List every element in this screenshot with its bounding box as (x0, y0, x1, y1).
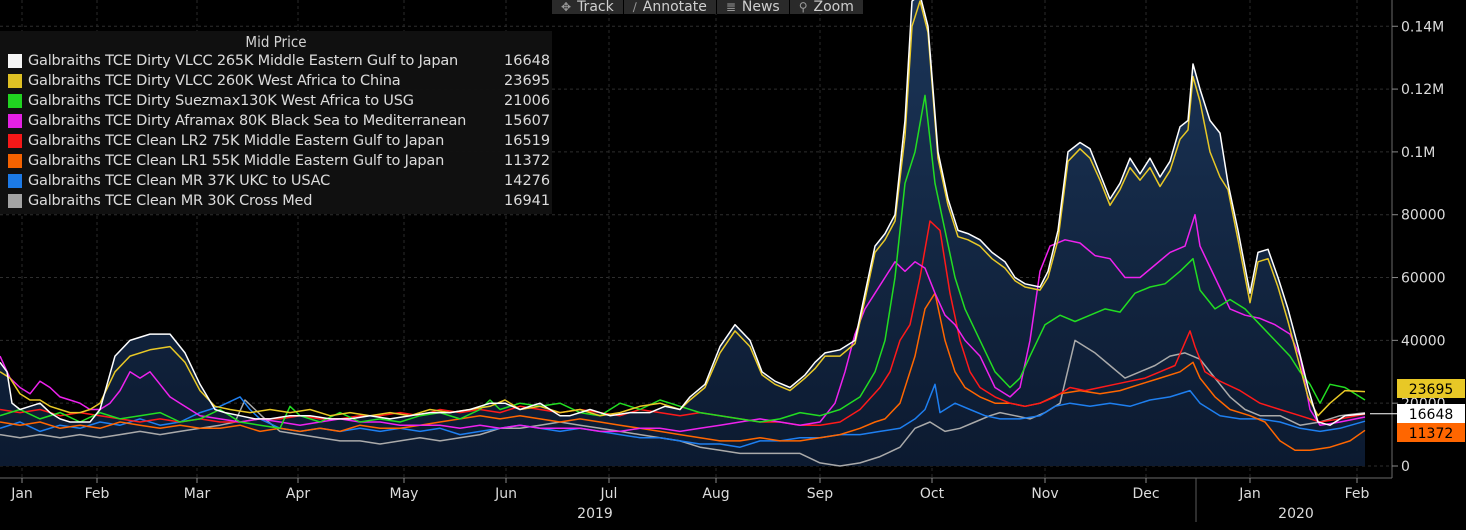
series-lines (0, 0, 1366, 467)
legend-series-value: 16941 (504, 193, 551, 209)
magnifier-icon: ⚲ (798, 0, 808, 14)
x-tick-label: May (390, 486, 419, 502)
legend-series-value: 21006 (504, 93, 551, 109)
legend-series-name: Galbraiths TCE Dirty Aframax 80K Black S… (28, 113, 467, 129)
legend-series-name: Galbraiths TCE Clean MR 30K Cross Med (28, 193, 313, 209)
pencil-icon: ∕ (632, 0, 637, 14)
x-tick-label: Nov (1031, 486, 1058, 502)
legend-swatch (8, 194, 22, 208)
zoom-button[interactable]: ⚲ Zoom (789, 0, 864, 15)
x-tick-label: Oct (920, 486, 945, 502)
last-value-labels: 23695 16648 11372 (1370, 379, 1465, 442)
legend-item: Galbraiths TCE Clean MR 37K UKC to USAC 1… (8, 171, 551, 191)
y-tick-label: 60000 (1401, 271, 1446, 287)
y-tick-label: 0.1M (1401, 145, 1435, 161)
x-tick-label: Feb (1345, 486, 1370, 502)
legend-series-value: 23695 (504, 73, 551, 89)
annotate-label: Annotate (642, 0, 707, 15)
last-value-text: 11372 (1409, 426, 1454, 442)
series-line-1 (0, 0, 1366, 426)
news-button[interactable]: ≣ News (716, 0, 790, 15)
x-tick-label: Jan (10, 486, 33, 502)
series-line-8 (0, 339, 1366, 467)
legend-title: Mid Price (245, 33, 307, 51)
legend-series-name: Galbraiths TCE Dirty VLCC 265K Middle Ea… (28, 53, 459, 69)
legend-item: Galbraiths TCE Dirty VLCC 265K Middle Ea… (8, 51, 551, 71)
legend-item: Galbraiths TCE Clean MR 30K Cross Med 169… (8, 191, 551, 211)
series-line-3 (0, 94, 1366, 430)
last-value-tag (1397, 379, 1465, 398)
chart-toolbar: ✥ Track ∕ Annotate ≣ News ⚲ Zoom (552, 0, 864, 14)
series-line-2 (0, 0, 1366, 417)
x-tick-label: Sep (807, 486, 834, 502)
last-value-tag (1397, 423, 1465, 442)
last-value-text: 16648 (1409, 407, 1454, 423)
legend-series-value: 14276 (504, 173, 551, 189)
legend-swatch (8, 154, 22, 168)
x-tick-label: Jun (494, 486, 517, 502)
x-year-label-2020: 2020 (1278, 506, 1314, 522)
x-tick-label: Aug (702, 486, 729, 502)
legend-swatch (8, 134, 22, 148)
last-value-tag (1397, 404, 1465, 423)
legend-series-value: 16519 (504, 133, 551, 149)
chart-legend: Mid Price Galbraiths TCE Dirty VLCC 265K… (0, 31, 552, 214)
series-line-7 (0, 383, 1366, 448)
legend-series-name: Galbraiths TCE Dirty Suezmax130K West Af… (28, 93, 414, 109)
last-value-text: 23695 (1409, 382, 1454, 398)
zoom-label: Zoom (813, 0, 854, 15)
x-year-label-2019: 2019 (577, 506, 613, 522)
legend-swatch (8, 174, 22, 188)
legend-item: Galbraiths TCE Clean LR2 75K Middle East… (8, 131, 551, 151)
legend-series-name: Galbraiths TCE Clean LR2 75K Middle East… (28, 133, 445, 149)
legend-series-value: 15607 (504, 113, 551, 129)
series-line-4 (0, 213, 1366, 433)
legend-series-value: 11372 (504, 153, 551, 169)
x-tick-label: Dec (1132, 486, 1159, 502)
area-fill (0, 0, 1365, 466)
legend-series-name: Galbraiths TCE Dirty VLCC 260K West Afri… (28, 73, 401, 89)
news-label: News (741, 0, 780, 15)
y-tick-label: 80000 (1401, 208, 1446, 224)
x-axis: Jan Feb Mar Apr May Jun Jul Aug Sep Oct Nov Dec Jan F… (0, 477, 1392, 522)
news-icon: ≣ (725, 0, 736, 14)
legend-item: Galbraiths TCE Dirty Suezmax130K West Af… (8, 91, 551, 111)
legend-swatch (8, 54, 22, 68)
legend-series-name: Galbraiths TCE Clean MR 37K UKC to USAC (28, 173, 330, 189)
crosshair-icon: ✥ (561, 0, 572, 14)
x-tick-label: Feb (85, 486, 110, 502)
track-label: Track (577, 0, 614, 15)
track-button[interactable]: ✥ Track (552, 0, 624, 14)
area-fill-shape (0, 0, 1365, 466)
legend-item: Galbraiths TCE Dirty Aframax 80K Black S… (8, 111, 551, 131)
x-tick-label: Jul (600, 486, 618, 502)
legend-swatch (8, 74, 22, 88)
legend-swatch (8, 114, 22, 128)
y-tick-label: 0 (1401, 459, 1410, 475)
legend-series-value: 16648 (504, 53, 551, 69)
y-tick-label: 40000 (1401, 333, 1446, 349)
x-tick-label: Mar (184, 486, 211, 502)
legend-item: Galbraiths TCE Clean LR1 55K Middle East… (8, 151, 551, 171)
legend-series-name: Galbraiths TCE Clean LR1 55K Middle East… (28, 153, 445, 169)
y-tick-label: 0.14M (1401, 19, 1444, 35)
series-line-6 (0, 292, 1366, 452)
annotate-button[interactable]: ∕ Annotate (623, 0, 717, 15)
legend-item: Galbraiths TCE Dirty VLCC 260K West Afri… (8, 71, 551, 91)
x-tick-label: Apr (286, 486, 310, 502)
x-tick-label: Jan (1238, 486, 1261, 502)
y-tick-label: 0.12M (1401, 82, 1444, 98)
legend-swatch (8, 94, 22, 108)
